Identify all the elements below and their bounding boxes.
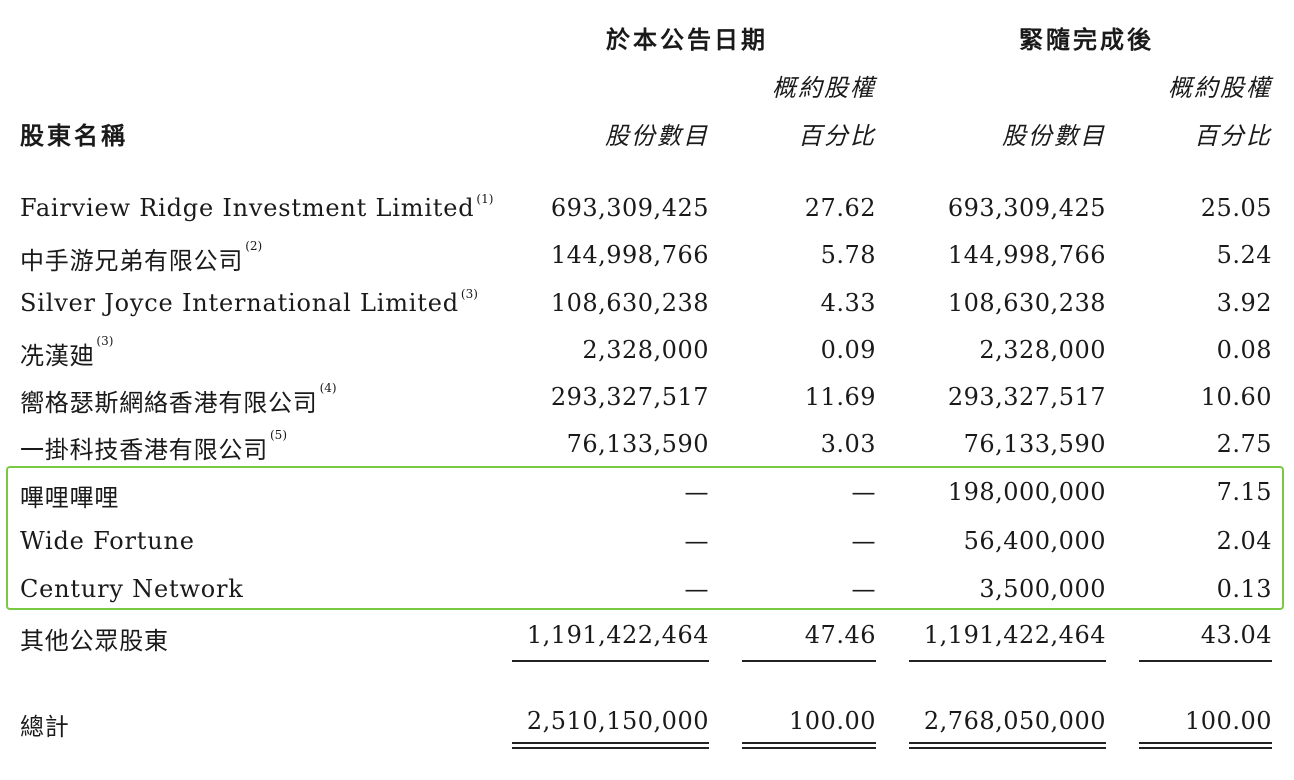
- header-group-after: 緊隨完成後: [1019, 26, 1154, 54]
- new-shareholders-highlight: [6, 466, 1284, 610]
- shareholder-name: 一掛科技香港有限公司(5): [20, 428, 287, 464]
- shares-after: 693,309,425: [947, 194, 1106, 222]
- shares-after: 2,328,000: [979, 336, 1106, 364]
- footnote-marker: (3): [460, 287, 478, 301]
- subtotal-rule: [909, 660, 1106, 662]
- percent-after: 5.24: [1216, 241, 1272, 269]
- shares-current: —: [684, 478, 709, 506]
- total-percent-after: 100.00: [1185, 707, 1272, 735]
- total-percent-current: 100.00: [789, 707, 876, 735]
- shareholder-name: Wide Fortune: [20, 527, 195, 555]
- shareholder-name: 嗶哩嗶哩: [20, 484, 120, 512]
- shares-current: 293,327,517: [550, 383, 709, 411]
- total-shares-current: 2,510,150,000: [526, 707, 709, 735]
- percent-current: 4.33: [820, 289, 876, 317]
- total-double-rule: [1139, 747, 1272, 749]
- footnote-marker: (1): [476, 192, 494, 206]
- header-approx-after: 概約股權: [1168, 74, 1272, 102]
- shareholder-name: Fairview Ridge Investment Limited (1): [20, 192, 494, 222]
- percent-after: 25.05: [1200, 194, 1272, 222]
- percent-current: —: [851, 478, 876, 506]
- footnote-marker: (5): [270, 428, 287, 442]
- header-name-column: 股東名稱: [20, 122, 128, 150]
- percent-current: 3.03: [820, 430, 876, 458]
- footnote-marker: (2): [245, 239, 263, 253]
- subtotal-rule: [512, 660, 709, 662]
- total-double-rule: [512, 747, 709, 749]
- shareholder-name: 其他公眾股東: [20, 627, 169, 655]
- total-double-rule: [512, 742, 709, 744]
- percent-current: —: [851, 527, 876, 555]
- percent-after: 7.15: [1216, 478, 1272, 506]
- shares-current: 108,630,238: [550, 289, 709, 317]
- total-shares-after: 2,768,050,000: [923, 707, 1106, 735]
- shareholder-name: Century Network: [20, 575, 244, 603]
- header-percent-after: 百分比: [1194, 122, 1272, 150]
- shares-after: 144,998,766: [947, 241, 1106, 269]
- percent-current: 11.69: [804, 383, 876, 411]
- header-shares-after: 股份數目: [1002, 122, 1106, 150]
- shares-current: 693,309,425: [550, 194, 709, 222]
- percent-after: 0.08: [1216, 336, 1272, 364]
- shareholder-name: 冼漢廸(3): [20, 334, 114, 370]
- percent-after: 2.75: [1216, 430, 1272, 458]
- shares-current: —: [684, 527, 709, 555]
- percent-current: 0.09: [820, 336, 876, 364]
- percent-current: 27.62: [804, 194, 876, 222]
- footnote-marker: (3): [96, 334, 114, 348]
- shares-after: 1,191,422,464: [923, 621, 1106, 649]
- footnote-marker: (4): [319, 381, 337, 395]
- shares-current: —: [684, 575, 709, 603]
- percent-after: 0.13: [1216, 575, 1272, 603]
- percent-after: 10.60: [1200, 383, 1272, 411]
- shares-after: 198,000,000: [947, 478, 1106, 506]
- shareholder-name: 中手游兄弟有限公司(2): [20, 239, 263, 275]
- total-label: 總計: [20, 713, 70, 741]
- shares-current: 1,191,422,464: [526, 621, 709, 649]
- percent-after: 2.04: [1216, 527, 1272, 555]
- header-group-current: 於本公告日期: [606, 26, 768, 54]
- shareholder-name: 嚮格瑟斯網絡香港有限公司(4): [20, 381, 337, 417]
- header-shares-current: 股份數目: [605, 122, 709, 150]
- total-double-rule: [909, 742, 1106, 744]
- header-percent-current: 百分比: [798, 122, 876, 150]
- percent-current: 47.46: [804, 621, 876, 649]
- shares-after: 3,500,000: [979, 575, 1106, 603]
- subtotal-rule: [1139, 660, 1272, 662]
- shares-current: 144,998,766: [550, 241, 709, 269]
- percent-current: —: [851, 575, 876, 603]
- total-double-rule: [1139, 742, 1272, 744]
- header-approx-current: 概約股權: [772, 74, 876, 102]
- subtotal-rule: [742, 660, 876, 662]
- shares-after: 76,133,590: [963, 430, 1106, 458]
- total-double-rule: [742, 747, 876, 749]
- shares-current: 2,328,000: [582, 336, 709, 364]
- total-double-rule: [742, 742, 876, 744]
- shares-current: 76,133,590: [566, 430, 709, 458]
- percent-current: 5.78: [820, 241, 876, 269]
- shares-after: 56,400,000: [963, 527, 1106, 555]
- shares-after: 108,630,238: [947, 289, 1106, 317]
- percent-after: 3.92: [1216, 289, 1272, 317]
- shareholder-name: Silver Joyce International Limited (3): [20, 287, 478, 317]
- shares-after: 293,327,517: [947, 383, 1106, 411]
- total-double-rule: [909, 747, 1106, 749]
- percent-after: 43.04: [1200, 621, 1272, 649]
